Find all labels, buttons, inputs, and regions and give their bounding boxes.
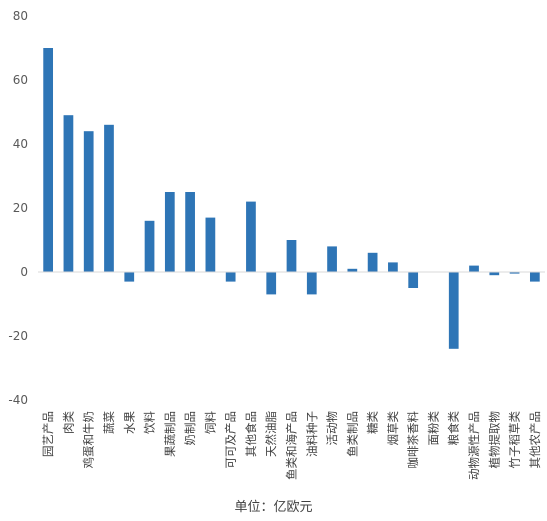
bar bbox=[185, 192, 195, 272]
bar bbox=[124, 272, 135, 282]
category-label: 鱼类和海产品 bbox=[285, 411, 299, 480]
y-tick-label: -20 bbox=[8, 329, 28, 343]
category-label: 鸡蛋和牛奶 bbox=[82, 411, 96, 469]
bar bbox=[388, 262, 398, 272]
bar bbox=[347, 268, 358, 272]
category-label: 奶制品 bbox=[183, 411, 197, 446]
category-label: 饲料 bbox=[203, 411, 217, 434]
y-tick-label: 80 bbox=[13, 9, 28, 23]
category-label: 动物源性产品 bbox=[467, 411, 481, 480]
category-label: 竹子稻草类 bbox=[508, 411, 522, 469]
bar bbox=[63, 115, 74, 272]
bar bbox=[144, 220, 155, 272]
category-label: 天然油脂 bbox=[264, 411, 278, 457]
unit-note: 单位：亿欧元 bbox=[234, 500, 313, 515]
bar bbox=[529, 272, 540, 282]
category-label: 鱼类制品 bbox=[345, 411, 359, 457]
bar bbox=[104, 124, 114, 272]
bar bbox=[469, 265, 479, 272]
category-label: 果蔬制品 bbox=[163, 411, 177, 457]
category-label: 面粉类 bbox=[426, 411, 440, 446]
bar bbox=[489, 272, 500, 276]
category-label: 水果 bbox=[122, 411, 136, 434]
y-tick-label: 60 bbox=[13, 73, 28, 87]
category-label: 其他食品 bbox=[244, 411, 258, 457]
category-label: 粮食类 bbox=[447, 411, 461, 446]
y-tick-label: 20 bbox=[13, 201, 28, 215]
category-label: 糖类 bbox=[366, 411, 380, 434]
category-label: 其他农产品 bbox=[528, 411, 542, 469]
category-label: 油料种子 bbox=[305, 411, 319, 457]
y-axis-ticks: -40 -20 0 20 40 60 80 bbox=[8, 9, 28, 407]
category-label: 植物提取物 bbox=[487, 411, 501, 469]
category-label: 蔬菜 bbox=[102, 411, 116, 434]
bar bbox=[408, 272, 419, 288]
bar bbox=[225, 272, 236, 282]
bar bbox=[327, 246, 337, 272]
bar bbox=[367, 252, 378, 272]
bars bbox=[43, 48, 540, 349]
bar bbox=[509, 272, 520, 274]
category-label: 饮料 bbox=[143, 411, 157, 434]
category-labels: 园艺产品 肉类 鸡蛋和牛奶 蔬菜 水果 饮料 果蔬制品 奶制品 饲料 可可及产品 其他食品 天然油脂鱼… bbox=[41, 411, 542, 480]
y-tick-label: 0 bbox=[20, 265, 28, 279]
category-label: 肉类 bbox=[61, 411, 75, 434]
y-tick-label: -40 bbox=[8, 393, 28, 407]
bar bbox=[43, 48, 54, 272]
bar bbox=[266, 272, 277, 295]
category-label: 咖啡茶香料 bbox=[406, 411, 420, 469]
bar bbox=[83, 131, 94, 272]
bar bbox=[448, 272, 459, 349]
category-label: 活动物 bbox=[325, 411, 339, 446]
category-label: 园艺产品 bbox=[41, 411, 55, 457]
bar bbox=[205, 217, 216, 272]
y-tick-label: 40 bbox=[13, 137, 28, 151]
bar bbox=[164, 192, 175, 272]
bar bbox=[246, 201, 256, 272]
category-label: 可可及产品 bbox=[224, 411, 238, 469]
bar bbox=[286, 240, 297, 272]
category-label: 烟草类 bbox=[386, 411, 400, 446]
bar bbox=[306, 272, 317, 295]
